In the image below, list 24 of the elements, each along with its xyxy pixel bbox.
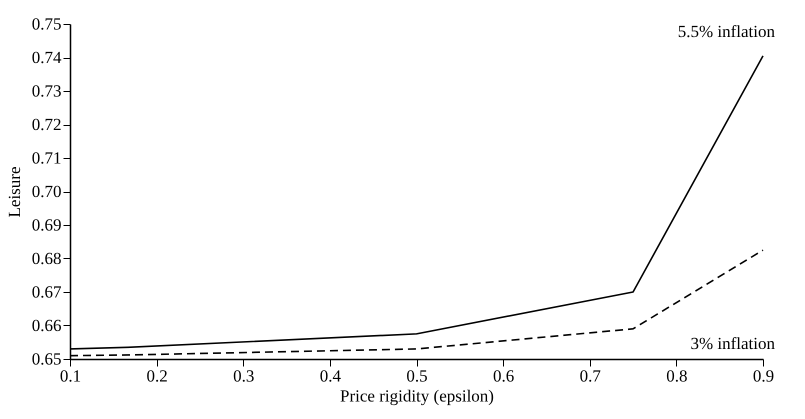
y-tick-label: 0.72 <box>32 115 62 134</box>
y-tick-label: 0.69 <box>32 216 62 234</box>
y-tick-label: 0.74 <box>32 48 62 67</box>
y-tick-label: 0.67 <box>32 282 62 302</box>
y-tick-label: 0.71 <box>32 148 62 168</box>
x-tick-label: 0.8 <box>666 366 688 386</box>
y-tick-label: 0.68 <box>32 249 62 268</box>
series-label: 5.5% inflation <box>678 22 776 41</box>
x-tick-label: 0.6 <box>493 366 514 386</box>
x-tick-label: 0.7 <box>580 366 602 386</box>
text: 3% inflation <box>690 334 776 353</box>
x-tick-label: 0.3 <box>233 366 254 386</box>
x-tick-label: 0.2 <box>146 366 168 386</box>
y-tick-label: 0.75 <box>32 14 62 34</box>
y-tick-label: 0.70 <box>32 182 62 201</box>
x-tick-label: 0.5 <box>406 366 428 386</box>
x-tick-label: 0.9 <box>752 366 774 386</box>
x-axis-title: Price rigidity (epsilon) <box>340 386 494 406</box>
y-axis-title: Leisure <box>4 166 24 218</box>
x-tick-label: 0.1 <box>60 366 82 386</box>
y-tick-label: 0.73 <box>32 82 62 100</box>
x-tick-label: 0.4 <box>320 366 342 386</box>
y-tick-label: 0.66 <box>32 316 62 335</box>
y-tick-label: 0.65 <box>32 350 62 368</box>
